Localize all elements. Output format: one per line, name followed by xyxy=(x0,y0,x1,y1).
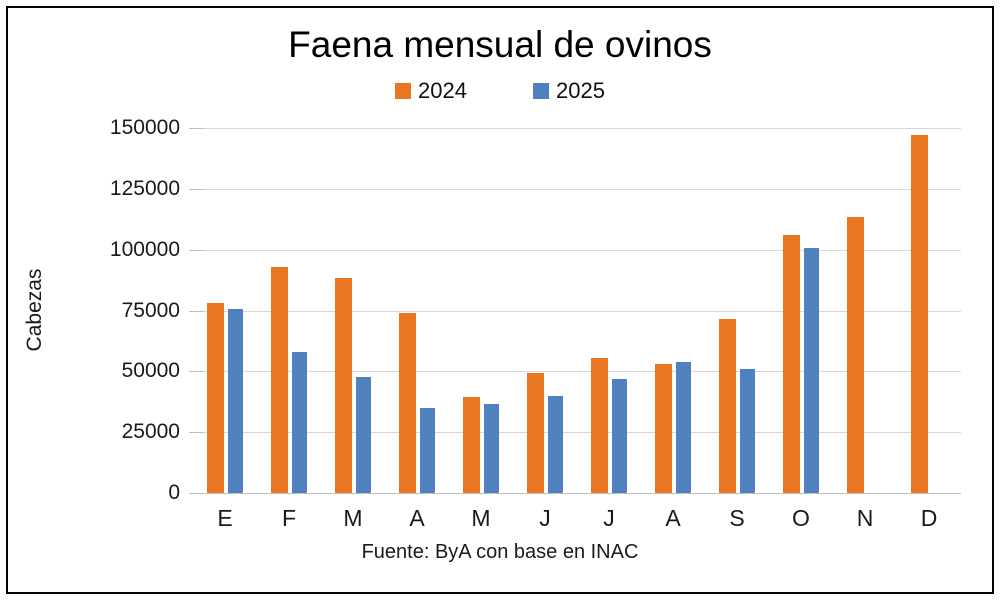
bar-group-5 xyxy=(449,128,513,493)
bar-2024-month-2 xyxy=(271,266,288,493)
bar-group-10 xyxy=(769,128,833,493)
bar-group-8 xyxy=(641,128,705,493)
y-tick-label: 125000 xyxy=(109,176,180,200)
plot-area xyxy=(189,128,961,494)
legend-item-2025: 2025 xyxy=(533,78,605,104)
x-tick-label: D xyxy=(920,505,938,531)
bar-2024-month-3 xyxy=(335,277,352,493)
bar-2024-month-12 xyxy=(911,135,928,493)
bar-2025-month-5 xyxy=(484,404,499,493)
y-tick-label: 150000 xyxy=(109,116,180,139)
bar-2025-month-4 xyxy=(420,407,435,493)
bar-group-1 xyxy=(193,128,257,493)
x-tick-label: M xyxy=(471,505,491,531)
legend: 2024 2025 xyxy=(0,78,1000,104)
legend-item-2024: 2024 xyxy=(395,78,467,104)
y-tick-label: 25000 xyxy=(121,420,180,444)
y-axis-tick xyxy=(189,493,204,494)
x-tick-label: J xyxy=(603,505,615,531)
x-axis-line xyxy=(193,493,961,494)
bar-2024-month-10 xyxy=(783,235,800,493)
bar-2025-month-2 xyxy=(292,351,307,493)
bar-2024-month-6 xyxy=(527,372,544,493)
bar-group-6 xyxy=(513,128,577,493)
x-tick-label: S xyxy=(729,505,745,531)
gridline xyxy=(193,249,961,251)
bar-group-11 xyxy=(833,128,897,493)
y-axis-tick xyxy=(189,371,204,373)
bar-2025-month-1 xyxy=(228,309,243,493)
bar-2024-month-5 xyxy=(463,396,480,493)
legend-swatch-2024 xyxy=(395,83,412,99)
bar-group-12 xyxy=(897,128,961,493)
x-tick-label: M xyxy=(343,505,363,531)
bar-2024-month-4 xyxy=(399,312,416,493)
x-tick-label: A xyxy=(409,505,425,531)
bar-2024-month-9 xyxy=(719,319,736,493)
bar-2024-month-11 xyxy=(847,216,864,493)
y-tick-label: 100000 xyxy=(109,237,180,261)
bar-2025-month-8 xyxy=(676,361,691,493)
gridline xyxy=(193,432,961,434)
bar-2024-month-8 xyxy=(655,364,672,493)
bar-group-2 xyxy=(257,128,321,493)
gridline xyxy=(193,371,961,373)
bar-2024-month-7 xyxy=(591,357,608,493)
y-axis-tick xyxy=(189,128,204,129)
gridline xyxy=(193,188,961,190)
bar-2025-month-10 xyxy=(804,248,819,493)
y-tick-label: 50000 xyxy=(121,359,180,383)
bar-2025-month-9 xyxy=(740,368,755,493)
bar-group-4 xyxy=(385,128,449,493)
x-tick-label: J xyxy=(539,505,551,531)
legend-swatch-2025 xyxy=(533,83,549,99)
bar-group-3 xyxy=(321,128,385,493)
bar-2025-month-6 xyxy=(548,395,563,493)
x-tick-label: A xyxy=(665,505,681,531)
bar-2025-month-7 xyxy=(612,378,627,493)
y-axis-tick xyxy=(189,188,204,190)
gridline xyxy=(193,128,961,129)
y-tick-label: 0 xyxy=(168,481,180,504)
y-axis-tick xyxy=(189,310,204,312)
x-tick-label: F xyxy=(281,505,297,531)
y-axis-tick-labels: 0 25000 50000 75000 100000 125000 150000 xyxy=(40,116,180,504)
source-caption: Fuente: ByA con base en INAC xyxy=(361,541,639,563)
y-axis-tick xyxy=(189,249,204,251)
y-axis-tick xyxy=(189,432,204,434)
chart-title: Faena mensual de ovinos xyxy=(288,24,712,65)
bar-2024-month-1 xyxy=(207,303,224,493)
legend-label-2025: 2025 xyxy=(556,78,605,103)
x-tick-label: N xyxy=(856,505,874,531)
x-tick-label: E xyxy=(217,505,233,531)
bar-group-9 xyxy=(705,128,769,493)
x-tick-label: O xyxy=(792,505,810,531)
gridline xyxy=(193,310,961,312)
bar-2025-month-3 xyxy=(356,377,371,493)
legend-label-2024: 2024 xyxy=(418,78,467,103)
y-tick-label: 75000 xyxy=(121,298,180,322)
bar-group-7 xyxy=(577,128,641,493)
